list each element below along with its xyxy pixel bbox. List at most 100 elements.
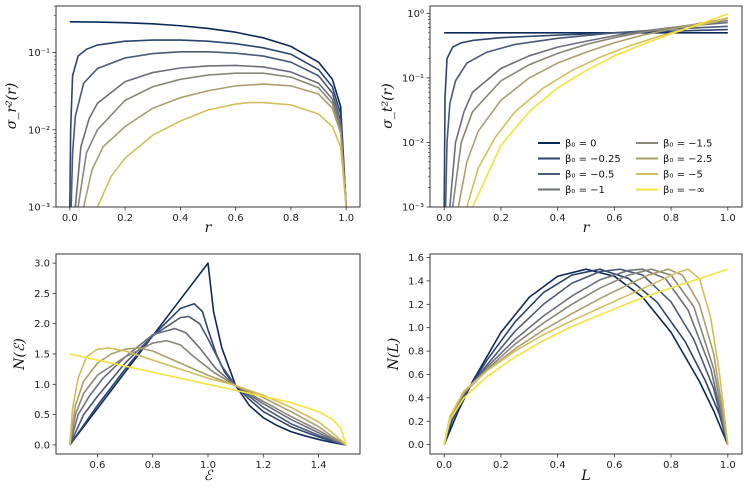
y-tick-label: 10⁻² <box>28 125 50 136</box>
x-axis-label: r <box>583 220 591 236</box>
y-tick-label: 0.4 <box>408 393 424 404</box>
x-tick-label: 0.6 <box>606 213 622 224</box>
y-tick-label: 2.5 <box>34 289 50 300</box>
x-tick-label: 0.2 <box>493 213 509 224</box>
series-line-6 <box>69 347 347 446</box>
y-tick-label: 0.0 <box>34 440 50 451</box>
x-tick-label: 0.6 <box>606 460 622 471</box>
y-tick: 10⁻³ <box>402 203 430 214</box>
legend-label: β₀ = −1 <box>565 185 605 196</box>
x-tick-label: 0.4 <box>550 460 566 471</box>
y-tick-label: 10⁻¹ <box>28 48 50 59</box>
y-tick: 3.0 <box>34 259 56 270</box>
series-line-5 <box>69 347 347 446</box>
y-tick: 10⁻² <box>402 138 430 149</box>
x-tick-label: 0.6 <box>90 460 106 471</box>
x-tick: 0.6 <box>606 454 622 471</box>
legend-label: β₀ = −5 <box>663 170 703 181</box>
plot-frame <box>55 253 361 455</box>
y-tick: 10⁻³ <box>28 203 56 214</box>
x-tick-label: 1.0 <box>720 460 736 471</box>
x-tick: 1.4 <box>311 454 326 471</box>
series-line-1 <box>69 39 347 207</box>
y-tick: 2.5 <box>34 289 56 300</box>
x-tick: 0.4 <box>172 207 188 224</box>
series-line-6 <box>96 101 347 207</box>
plot-frame <box>55 5 361 208</box>
chart-top-left: 0.0 0.2 0.4 0.6 0.8 1.0 10⁻³ 10⁻² 10⁻¹ r σ_r²(r) <box>4 5 361 236</box>
y-tick-label: 1.6 <box>408 253 424 264</box>
y-tick: 1.2 <box>408 300 430 311</box>
x-tick-label: 0.8 <box>283 213 299 224</box>
y-tick-label: 1.5 <box>34 350 50 361</box>
series-line-2 <box>70 51 347 207</box>
x-tick-label: 0.2 <box>493 460 509 471</box>
chart-top-right: 0.0 0.2 0.4 0.6 0.8 1.0 10⁻³ 10⁻² 10⁻¹ 10⁰ r σ_t²(r… <box>380 5 743 236</box>
x-tick: 0.2 <box>117 207 133 224</box>
y-tick-label: 0.6 <box>408 370 424 381</box>
series-line-6 <box>443 268 729 445</box>
y-tick: 0.0 <box>34 440 56 451</box>
legend: β₀ = 0 β₀ = −0.25 β₀ = −0.5 β₀ = −1 β₀ = −1.… <box>538 139 712 196</box>
legend-entry: β₀ = −∞ <box>636 185 705 196</box>
x-tick: 0.6 <box>90 454 106 471</box>
x-tick-label: 1.2 <box>255 460 271 471</box>
y-tick: 10⁻¹ <box>28 48 56 59</box>
x-tick-label: 0.8 <box>663 213 679 224</box>
x-tick-label: 0.0 <box>436 213 452 224</box>
x-tick: 0.6 <box>606 207 622 224</box>
y-tick: 1.5 <box>34 350 56 361</box>
x-tick-label: 0.8 <box>663 460 679 471</box>
y-tick: 10⁰ <box>407 9 430 20</box>
y-tick-label: 1.0 <box>408 323 424 334</box>
series-line-7 <box>471 13 729 207</box>
x-axis-label: r <box>205 220 213 236</box>
x-tick: 1.0 <box>338 207 354 224</box>
legend-entry: β₀ = −2.5 <box>636 154 712 165</box>
legend-label: β₀ = −2.5 <box>663 154 712 165</box>
legend-label: β₀ = −1.5 <box>663 139 712 150</box>
y-tick: 0.5 <box>34 410 56 421</box>
chart-bottom-left: 0.6 0.8 1.0 1.2 1.4 0.0 0.5 1.0 1.5 2.0 2.5 3.0 ℰ N(ℰ… <box>12 253 361 484</box>
x-tick: 0.6 <box>228 207 244 224</box>
x-tick: 0.8 <box>663 207 679 224</box>
y-tick: 1.0 <box>34 380 56 391</box>
y-tick-label: 10⁻² <box>402 138 424 149</box>
x-tick: 0.2 <box>493 207 509 224</box>
series-line-2 <box>444 25 728 207</box>
x-tick: 0.8 <box>145 454 161 471</box>
series-line-3 <box>69 327 347 446</box>
y-tick-label: 10⁰ <box>407 9 424 20</box>
x-tick-label: 0.4 <box>172 213 188 224</box>
y-tick-label: 0.5 <box>34 410 50 421</box>
legend-entry: β₀ = −1.5 <box>636 139 712 150</box>
legend-label: β₀ = 0 <box>565 139 597 150</box>
y-tick: 2.0 <box>34 319 56 330</box>
legend-entry: β₀ = −0.5 <box>538 170 614 181</box>
legend-entry: β₀ = −0.25 <box>538 154 621 165</box>
y-tick: 1.6 <box>408 253 430 264</box>
series-group <box>69 20 347 207</box>
y-tick-label: 3.0 <box>34 259 50 270</box>
x-axis-label: L <box>580 468 590 484</box>
legend-entry: β₀ = 0 <box>538 139 597 150</box>
y-tick: 0.6 <box>408 370 430 381</box>
x-tick: 0.4 <box>550 454 566 471</box>
y-tick-label: 0.2 <box>408 417 424 428</box>
series-line-4 <box>69 339 347 446</box>
series-line-3 <box>74 64 347 207</box>
x-tick: 1.2 <box>255 454 271 471</box>
y-tick-label: 1.0 <box>34 380 50 391</box>
x-tick-label: 1.0 <box>720 213 736 224</box>
plot-frame <box>429 253 743 455</box>
x-tick: 0.0 <box>436 207 452 224</box>
legend-label: β₀ = −0.25 <box>565 154 621 165</box>
y-axis-label: N(ℰ) <box>12 338 28 371</box>
y-tick: 0.4 <box>408 393 430 404</box>
x-tick: 0.4 <box>550 207 566 224</box>
series-line-4 <box>77 72 347 207</box>
series-group <box>69 262 347 446</box>
x-tick: 0.0 <box>436 454 452 471</box>
legend-entry: β₀ = −1 <box>538 185 605 196</box>
